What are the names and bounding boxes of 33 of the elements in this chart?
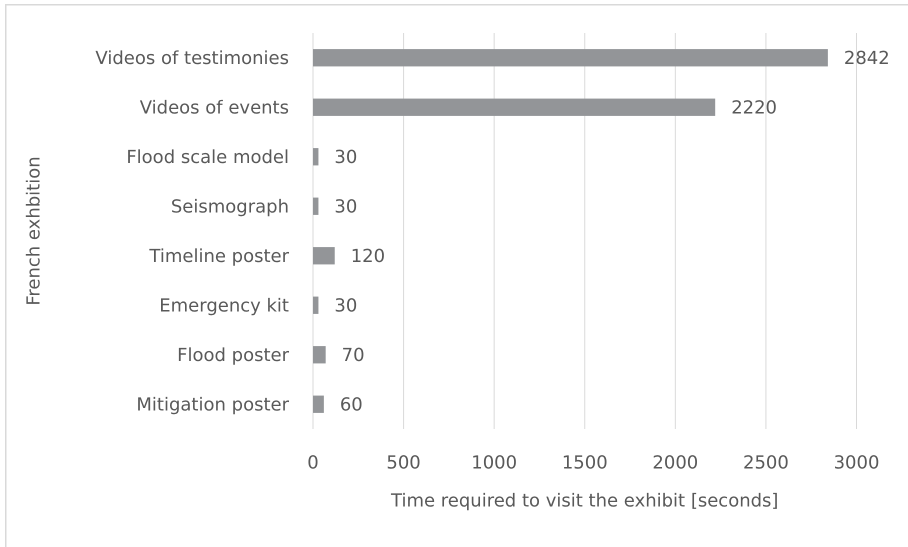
y-axis-title: French exhbition <box>23 156 44 306</box>
data-label: 30 <box>334 296 358 317</box>
x-axis-title: Time required to visit the exhibit [seconds] <box>390 490 778 512</box>
bar <box>313 98 716 116</box>
bar <box>313 296 318 314</box>
y-tick-label: Mitigation poster <box>136 394 290 416</box>
y-tick-label: Seismograph <box>170 196 289 218</box>
y-tick-label: Videos of testimonies <box>95 48 289 70</box>
x-tick-label: 500 <box>386 452 421 474</box>
bar <box>313 198 318 215</box>
x-tick-label: 1500 <box>562 452 608 474</box>
bar <box>313 396 324 413</box>
y-tick-label: Emergency kit <box>159 296 289 317</box>
bar <box>313 148 318 166</box>
y-tick-label: Videos of events <box>140 98 289 119</box>
y-tick-label: Flood poster <box>177 345 290 366</box>
data-label: 2842 <box>844 48 890 70</box>
y-tick-label: Flood scale model <box>126 147 289 168</box>
x-tick-label: 2500 <box>743 452 789 474</box>
data-label: 120 <box>350 246 386 268</box>
data-label: 2220 <box>731 98 778 119</box>
bar <box>313 247 335 264</box>
x-tick-label: 1000 <box>471 452 518 474</box>
data-label: 30 <box>334 147 358 168</box>
data-label: 60 <box>340 394 363 416</box>
x-tick-label: 3000 <box>834 452 880 474</box>
data-label: 70 <box>342 345 365 366</box>
x-tick-label: 0 <box>307 452 319 474</box>
bar <box>313 49 828 66</box>
bar <box>313 346 326 364</box>
x-tick-label: 2000 <box>652 452 698 474</box>
y-tick-label: Timeline poster <box>148 246 290 268</box>
data-label: 30 <box>334 196 358 218</box>
